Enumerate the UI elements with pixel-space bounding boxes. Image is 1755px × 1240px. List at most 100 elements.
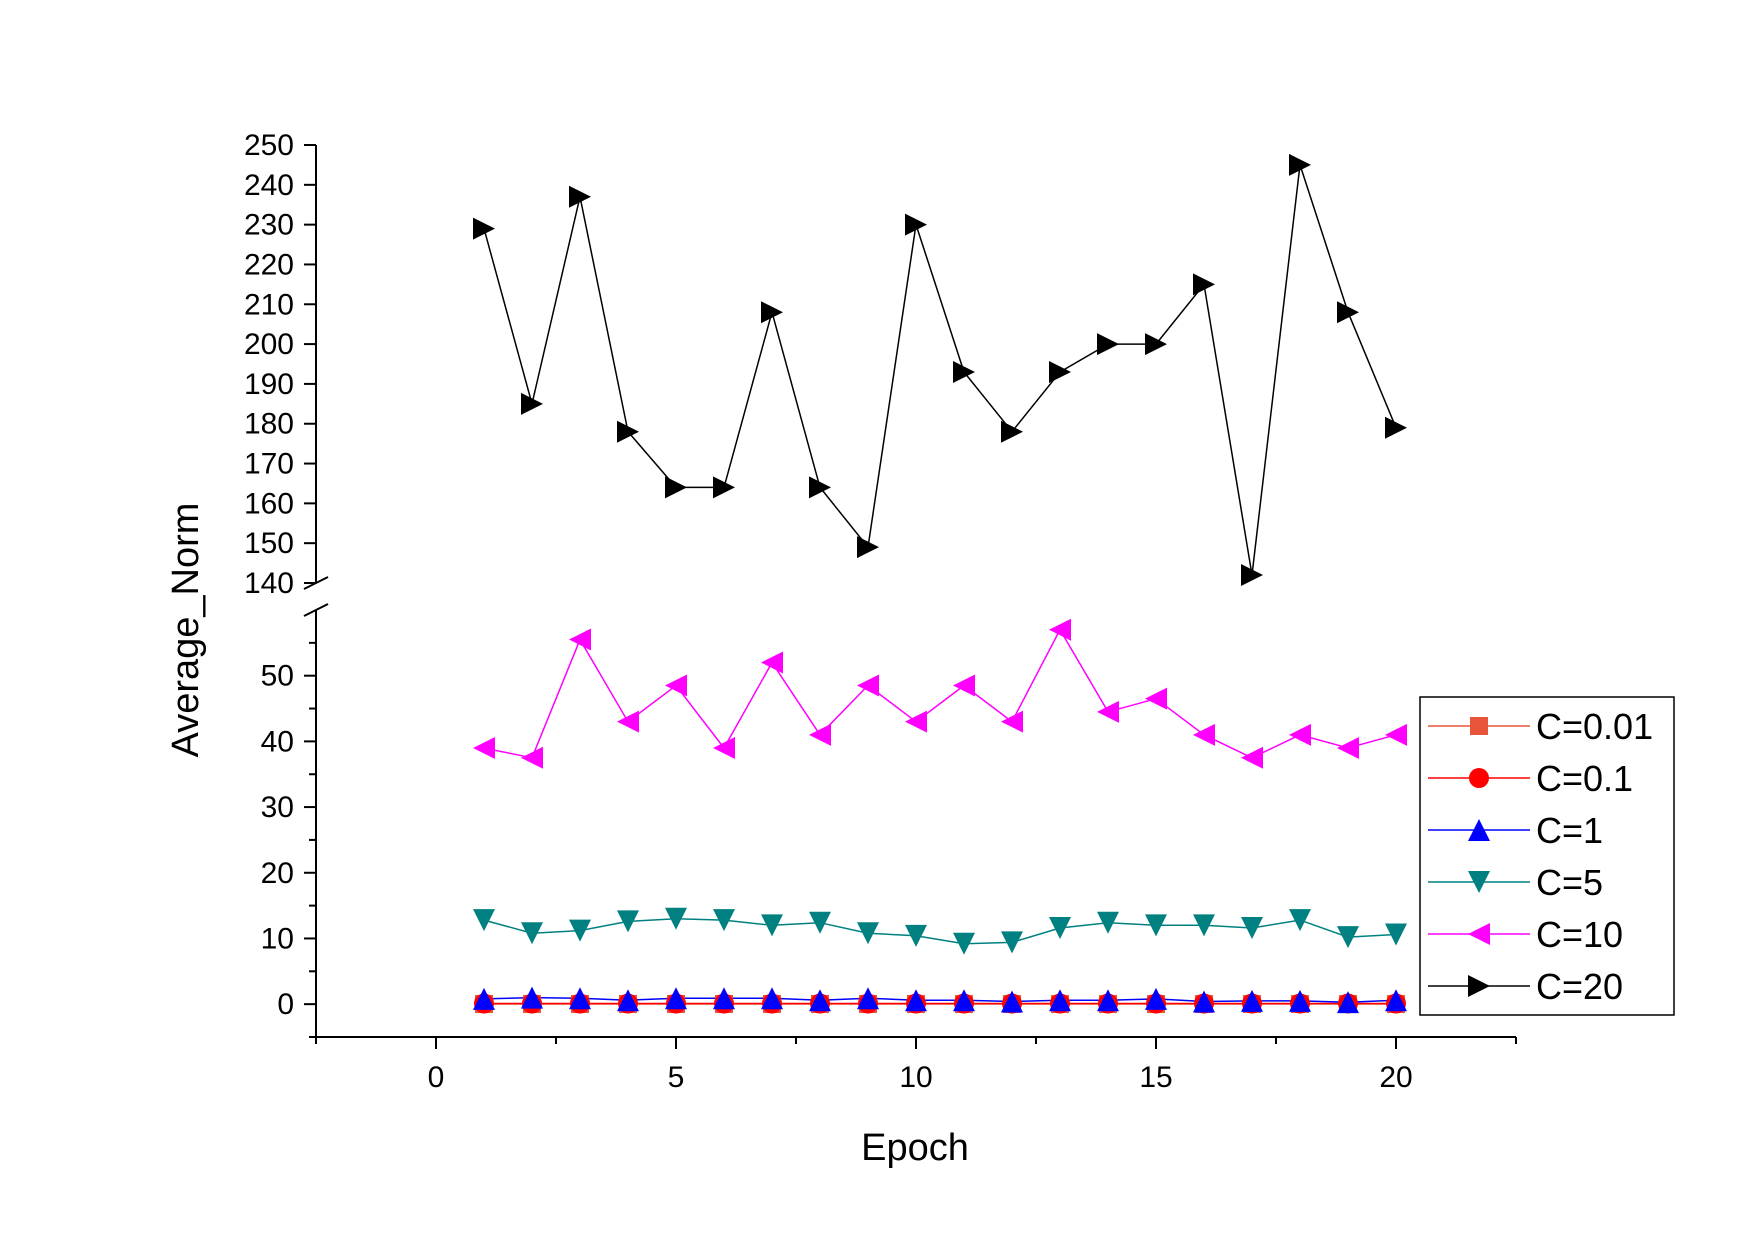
data-point xyxy=(857,922,879,945)
legend-label: C=5 xyxy=(1536,862,1603,903)
y-tick-label: 200 xyxy=(244,328,294,361)
y-tick-label: 140 xyxy=(244,567,294,600)
data-point xyxy=(713,987,735,1010)
data-point xyxy=(1145,914,1167,937)
data-point xyxy=(1145,687,1167,710)
data-point xyxy=(953,674,975,697)
data-point xyxy=(953,989,975,1012)
data-point xyxy=(1193,723,1215,746)
data-point xyxy=(1289,723,1311,746)
data-point xyxy=(761,651,783,674)
data-point xyxy=(1241,916,1263,939)
data-point xyxy=(569,628,591,651)
data-point xyxy=(1001,420,1023,443)
data-point xyxy=(617,989,639,1012)
y-tick-label: 150 xyxy=(244,527,294,560)
data-point xyxy=(1193,273,1215,296)
axes: 0 5 10 15 2014015016017018019020021022023024… xyxy=(244,129,1517,1094)
x-tick-label: 10 xyxy=(899,1061,932,1094)
data-point xyxy=(1049,989,1071,1012)
y-tick-label: 190 xyxy=(244,368,294,401)
data-point xyxy=(665,907,687,930)
data-point xyxy=(1385,723,1407,746)
data-point xyxy=(665,987,687,1010)
data-point xyxy=(857,536,879,559)
y-tick-label: 40 xyxy=(261,725,294,758)
data-point xyxy=(1097,989,1119,1012)
data-point xyxy=(1145,333,1167,356)
data-point xyxy=(713,476,735,499)
legend-marker xyxy=(1468,923,1490,945)
series-lines xyxy=(483,164,1397,1005)
data-point xyxy=(1385,989,1407,1012)
data-point xyxy=(521,986,543,1009)
data-point xyxy=(569,987,591,1010)
x-tick-label: 0 xyxy=(428,1061,445,1094)
data-point xyxy=(1337,991,1359,1014)
data-point xyxy=(953,932,975,955)
data-point xyxy=(953,360,975,383)
y-tick-label: 160 xyxy=(244,487,294,520)
data-point xyxy=(473,987,495,1010)
y-tick-label: 10 xyxy=(261,922,294,955)
legend-label: C=1 xyxy=(1536,810,1603,851)
y-tick-label: 180 xyxy=(244,408,294,441)
data-point xyxy=(569,919,591,942)
y-axis-label: Average_Norm xyxy=(165,503,207,758)
legend-marker xyxy=(1469,768,1489,788)
data-point xyxy=(521,746,543,769)
data-point xyxy=(521,392,543,415)
legend-label: C=20 xyxy=(1536,966,1623,1007)
data-point xyxy=(857,674,879,697)
y-tick-label: 220 xyxy=(244,248,294,281)
data-point xyxy=(1097,333,1119,356)
axis-break-mark xyxy=(303,603,329,617)
data-point xyxy=(1385,416,1407,439)
legend-marker xyxy=(1468,871,1490,893)
y-tick-label: 50 xyxy=(261,660,294,693)
data-point xyxy=(1241,746,1263,769)
data-point xyxy=(1049,360,1071,383)
data-point xyxy=(1337,301,1359,324)
data-point xyxy=(617,710,639,733)
data-point xyxy=(761,301,783,324)
data-point xyxy=(1193,990,1215,1013)
y-tick-label: 20 xyxy=(261,857,294,890)
y-tick-label: 230 xyxy=(244,209,294,242)
y-tick-label: 240 xyxy=(244,169,294,202)
data-point xyxy=(665,476,687,499)
data-point xyxy=(1001,990,1023,1013)
data-point xyxy=(713,736,735,759)
data-point xyxy=(905,924,927,947)
legend-label: C=0.01 xyxy=(1536,706,1653,747)
data-point xyxy=(1145,987,1167,1010)
data-point xyxy=(1097,700,1119,723)
legend-label: C=10 xyxy=(1536,914,1623,955)
data-point xyxy=(857,987,879,1010)
series-line xyxy=(483,164,1397,576)
legend-marker xyxy=(1470,717,1488,735)
data-point xyxy=(905,710,927,733)
series-markers xyxy=(473,153,1407,1014)
series-line xyxy=(483,628,1397,759)
y-tick-label: 170 xyxy=(244,448,294,481)
y-tick-label: 210 xyxy=(244,288,294,321)
legend-marker xyxy=(1468,975,1490,997)
data-point xyxy=(473,909,495,932)
data-point xyxy=(665,674,687,697)
data-point xyxy=(1193,914,1215,937)
data-point xyxy=(809,989,831,1012)
data-point xyxy=(1289,909,1311,932)
data-point xyxy=(1289,153,1311,176)
series-line xyxy=(483,918,1397,945)
data-point xyxy=(809,911,831,934)
data-point xyxy=(761,914,783,937)
data-point xyxy=(617,420,639,443)
data-point xyxy=(1049,618,1071,641)
data-point xyxy=(713,909,735,932)
data-point xyxy=(1337,736,1359,759)
data-point xyxy=(1097,911,1119,934)
data-point xyxy=(1049,916,1071,939)
data-point xyxy=(1001,710,1023,733)
